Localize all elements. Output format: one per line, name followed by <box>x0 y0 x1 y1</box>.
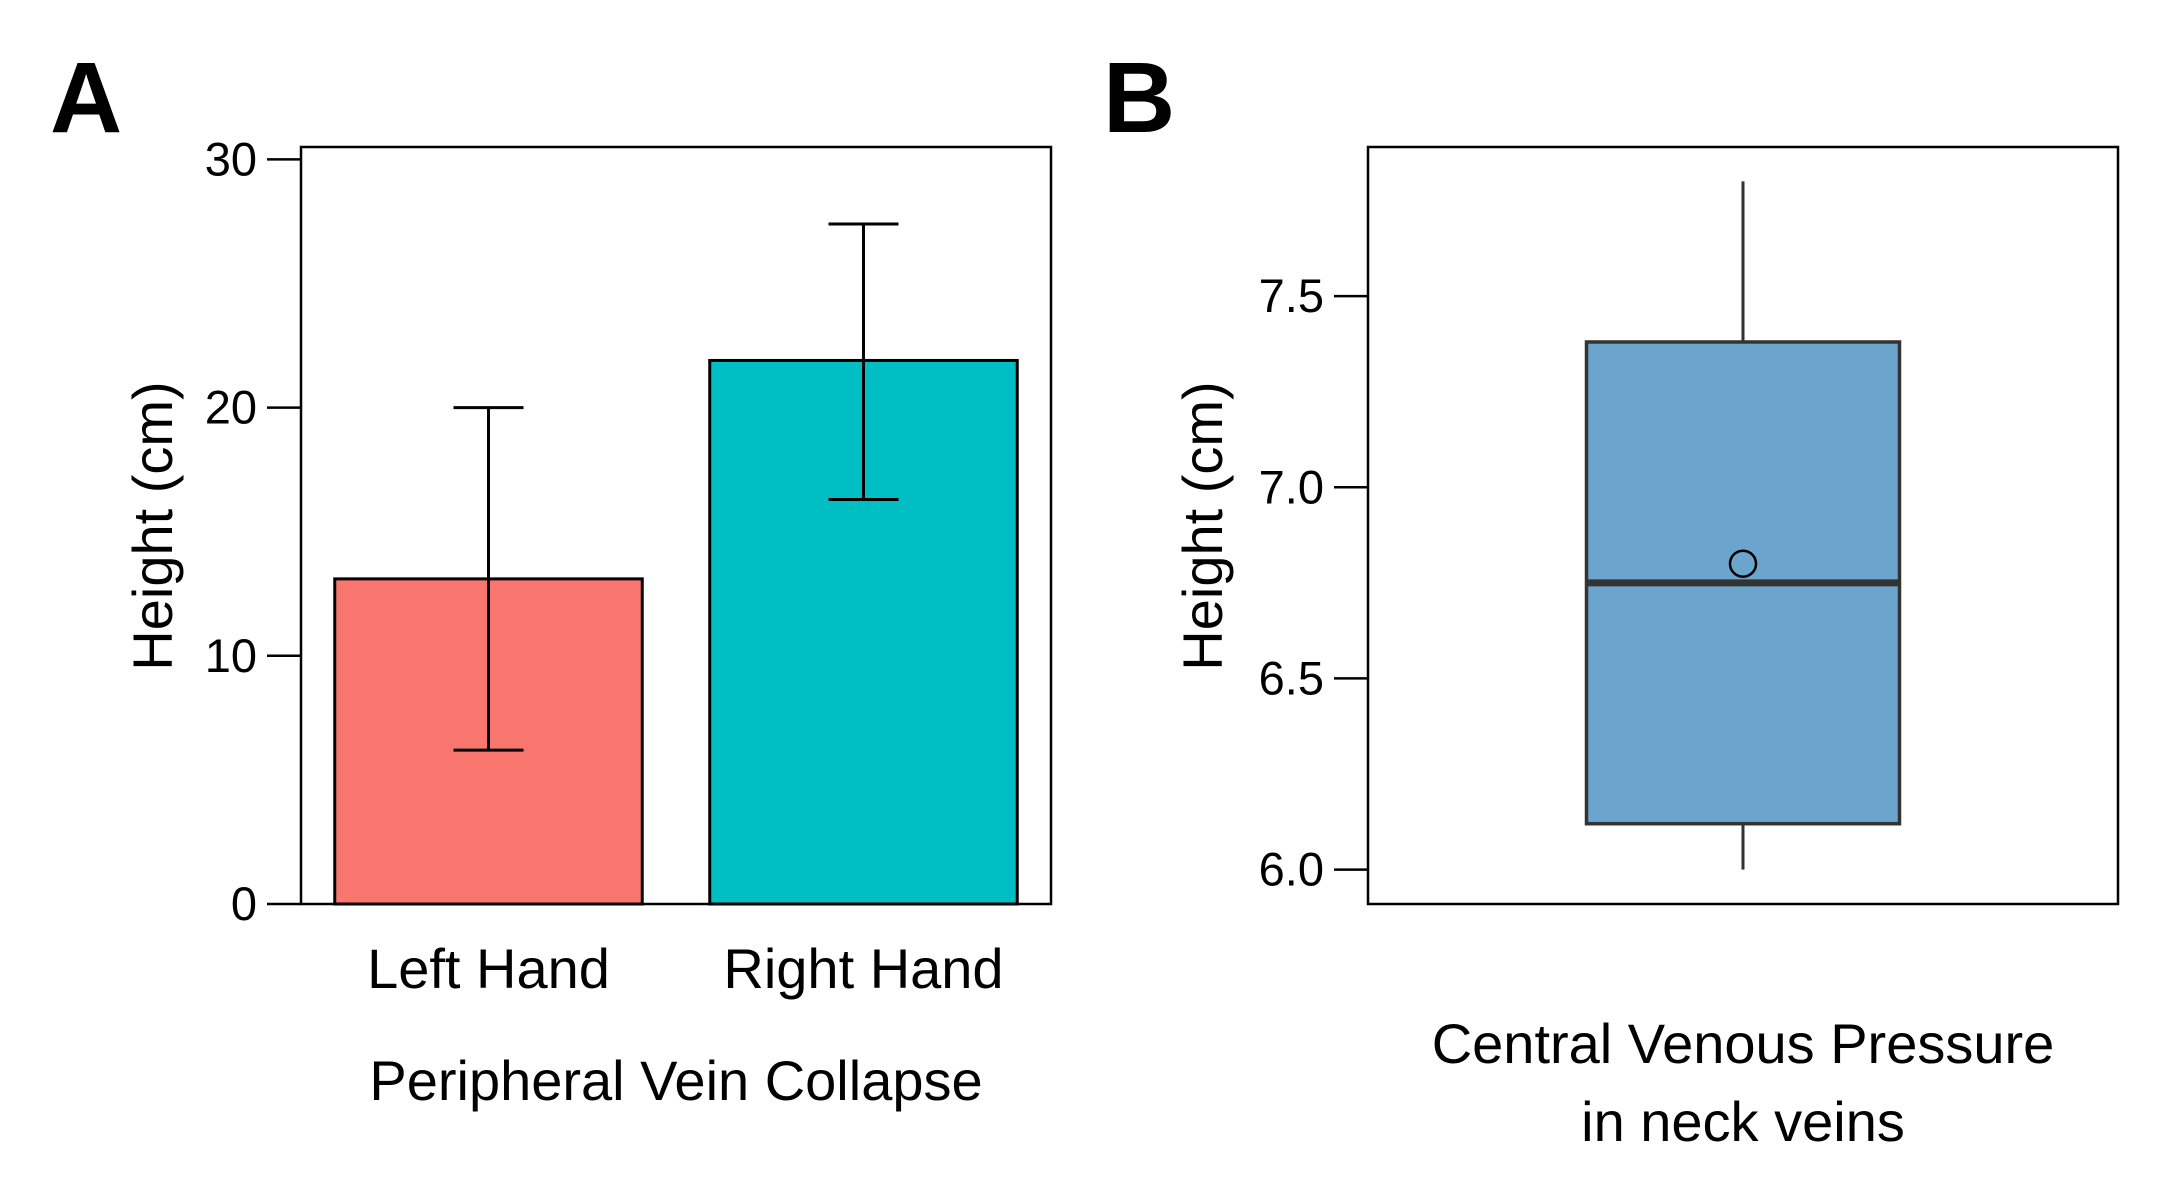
panel-a-y-axis: 0 10 20 30 <box>205 132 301 930</box>
panel-b-boxplot <box>1584 181 1902 870</box>
x-category-label: Right Hand <box>723 937 1003 1000</box>
panel-a-plot-border <box>299 145 1053 906</box>
panel-a-letter: A <box>50 42 122 154</box>
panel-a-bars <box>333 358 1019 906</box>
y-tick-label: 6.0 <box>1259 843 1324 896</box>
y-tick-label: 30 <box>205 132 257 185</box>
x-category-label: Left Hand <box>367 937 610 1000</box>
panel-a-x-axis-title: Peripheral Vein Collapse <box>369 1049 982 1112</box>
y-tick-label: 7.0 <box>1259 460 1324 513</box>
panel-b-letter: B <box>1103 42 1175 154</box>
y-tick-label: 7.5 <box>1259 269 1324 322</box>
panel-b-plot-border <box>1366 145 2120 906</box>
mean-point <box>1728 549 1758 578</box>
y-tick-label: 20 <box>205 381 257 434</box>
panel-b-y-axis-title: Height (cm) <box>1171 381 1234 670</box>
panel-b-x-axis-title-line-2: in neck veins <box>1581 1090 1905 1153</box>
panel-a-y-axis-title: Height (cm) <box>121 381 184 670</box>
panel-a-x-axis: Left Hand Right Hand <box>367 937 1004 1000</box>
panel-b: B 6.0 6.5 7.0 7.5 Height (cm) Central Venou… <box>1103 42 2120 1153</box>
y-tick-label: 0 <box>231 877 257 930</box>
panel-b-x-axis-title-line-1: Central Venous Pressure <box>1432 1012 2055 1075</box>
y-tick-label: 6.5 <box>1259 651 1324 704</box>
y-tick-label: 10 <box>205 629 257 682</box>
panel-b-y-axis: 6.0 6.5 7.0 7.5 <box>1259 269 1368 896</box>
panel-a: A 0 10 20 30 Left Hand Right Hand Height (cm… <box>50 42 1053 1112</box>
panel-a-error-bars <box>453 222 899 752</box>
